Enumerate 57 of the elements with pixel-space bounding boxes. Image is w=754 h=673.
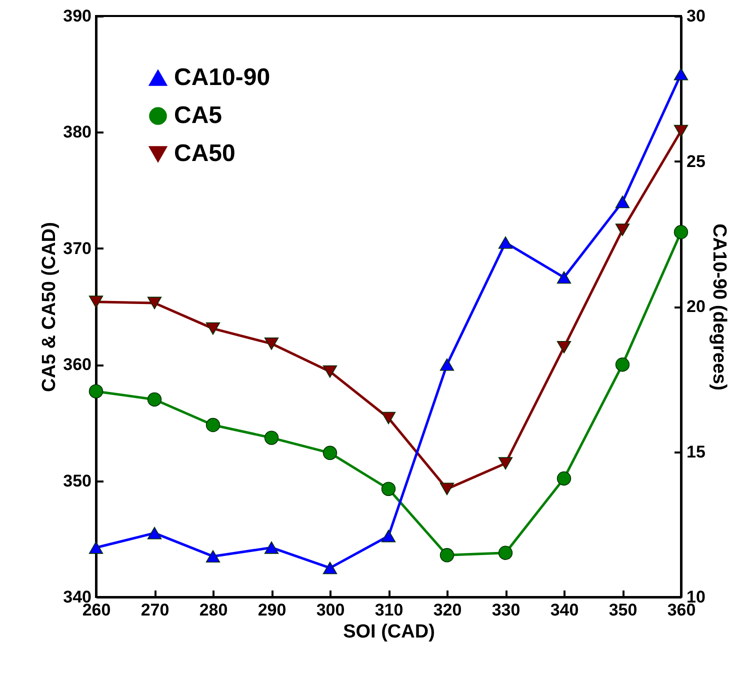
legend-label: CA5 <box>174 102 222 129</box>
legend-label: CA50 <box>174 140 236 167</box>
point <box>615 224 630 236</box>
point <box>674 124 688 138</box>
x-tick-label: 290 <box>258 600 286 620</box>
point <box>381 412 396 424</box>
point <box>556 471 572 486</box>
point <box>381 530 396 542</box>
x-tick-label: 340 <box>550 600 579 620</box>
x-tick-label: 270 <box>140 600 170 620</box>
point <box>440 548 454 562</box>
x-tick-label: 310 <box>374 600 404 620</box>
point <box>440 358 454 371</box>
x-tick-label: 330 <box>492 600 520 620</box>
x-tick-label: 280 <box>199 600 228 620</box>
point <box>498 546 513 560</box>
y2-tick-label: 15 <box>686 442 706 462</box>
point <box>322 562 338 574</box>
point <box>440 482 454 496</box>
y-axis-title: CA5 & CA50 (CAD) <box>39 222 60 392</box>
point <box>88 296 104 308</box>
point <box>556 340 572 354</box>
y2-axis-title: CA10-90 (degrees) <box>708 224 730 390</box>
point <box>498 457 513 470</box>
point <box>674 68 688 80</box>
y-tick-label: 350 <box>63 471 92 490</box>
x-axis-title: SOI (CAD) <box>343 622 435 642</box>
point <box>322 446 338 460</box>
y2-tick-label: 25 <box>686 152 706 171</box>
y2-tick-label: 30 <box>686 6 706 26</box>
point <box>206 322 220 335</box>
point <box>147 392 162 407</box>
point <box>381 482 396 496</box>
x-tick-label: 350 <box>608 600 638 620</box>
point <box>322 365 338 378</box>
point <box>88 541 104 554</box>
x-tick-label: 320 <box>433 600 462 620</box>
point <box>206 418 220 432</box>
point <box>206 550 220 563</box>
point <box>615 358 630 372</box>
y-tick-label: 370 <box>63 238 92 258</box>
point <box>147 526 162 540</box>
point <box>498 236 513 249</box>
y-tick-label: 380 <box>63 122 92 142</box>
point <box>88 384 104 398</box>
y-tick-label: 360 <box>63 355 92 374</box>
point <box>674 225 688 240</box>
point <box>147 296 162 310</box>
y-tick-label: 390 <box>63 6 92 26</box>
point <box>556 271 572 284</box>
x-tick-label: 300 <box>316 600 345 620</box>
legend-label: CA10-90 <box>174 64 270 91</box>
point <box>264 337 279 350</box>
point <box>615 196 630 208</box>
point <box>264 541 279 554</box>
y2-tick-label: 20 <box>686 297 706 316</box>
point <box>264 430 279 445</box>
